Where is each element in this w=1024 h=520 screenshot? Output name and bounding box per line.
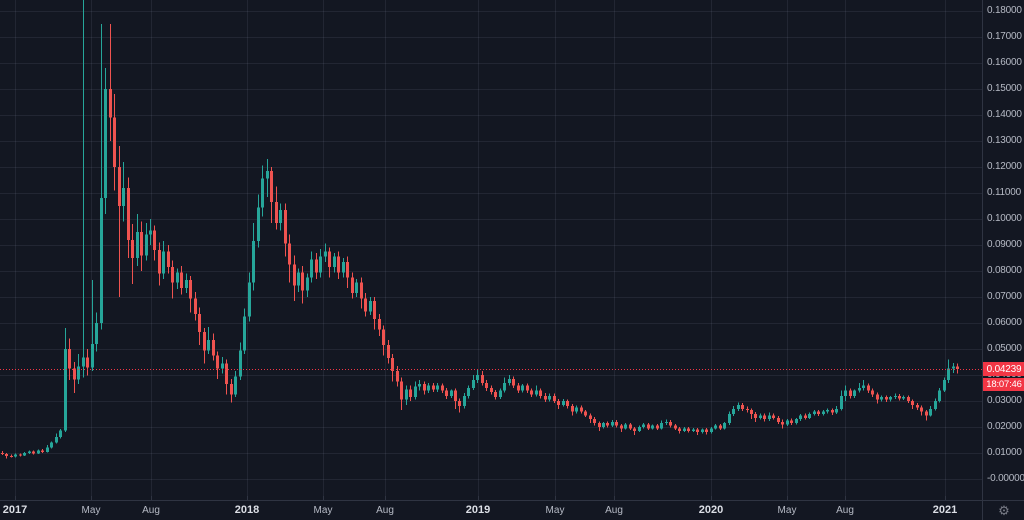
price-axis-label: 0.18000	[987, 5, 1022, 16]
time-axis-tick	[15, 496, 16, 501]
time-axis-label-aug: Aug	[605, 505, 623, 516]
price-axis-label: 0.03000	[987, 395, 1022, 406]
price-axis-label: 0.09000	[987, 239, 1022, 250]
chart-plot-area[interactable]	[0, 0, 982, 500]
price-axis-label: -0.00000	[987, 473, 1024, 484]
time-axis-label-2018: 2018	[234, 504, 260, 516]
price-axis-label: 0.02000	[987, 421, 1022, 432]
time-axis-tick	[323, 496, 324, 501]
candlestick-chart	[0, 0, 982, 500]
time-axis-label-aug: Aug	[836, 505, 854, 516]
time-axis-tick	[385, 496, 386, 501]
price-axis-label: 0.08000	[987, 265, 1022, 276]
time-axis-label-2017: 2017	[2, 504, 28, 516]
time-axis-label-may: May	[545, 505, 565, 516]
time-axis-label-may: May	[81, 505, 101, 516]
time-axis-tick	[945, 496, 946, 501]
time-axis-tick	[478, 496, 479, 501]
time-axis-tick	[555, 496, 556, 501]
price-axis-label: 0.05000	[987, 343, 1022, 354]
time-axis-tick	[91, 496, 92, 501]
countdown-badge: 18:07:46	[983, 378, 1024, 391]
time-axis-tick	[711, 496, 712, 501]
time-axis-label-may: May	[777, 505, 797, 516]
price-axis[interactable]: 0.04239 18:07:46 0.18000 0.17000 0.16000 0.…	[982, 0, 1024, 500]
time-axis-label-may: May	[313, 505, 333, 516]
price-axis-label: 0.11000	[987, 187, 1022, 198]
price-axis-label: 0.12000	[987, 161, 1022, 172]
axis-settings-corner: ⚙	[982, 500, 1024, 520]
time-axis-tick	[614, 496, 615, 501]
price-axis-label: 0.01000	[987, 447, 1022, 458]
last-price-badge: 0.04239	[983, 362, 1024, 376]
time-axis-label-aug: Aug	[376, 505, 394, 516]
settings-gear-icon[interactable]: ⚙	[998, 503, 1010, 518]
time-axis[interactable]: 2017 May Aug 2018 May Aug 2019 May Aug 2020 May Aug…	[0, 496, 982, 520]
time-axis-label-2020: 2020	[698, 504, 724, 516]
price-axis-label: 0.14000	[987, 109, 1022, 120]
price-axis-label: 0.06000	[987, 317, 1022, 328]
last-price-value: 0.04239	[986, 363, 1022, 375]
price-axis-label: 0.07000	[987, 291, 1022, 302]
countdown-value: 18:07:46	[986, 379, 1022, 390]
price-axis-label: 0.17000	[987, 31, 1022, 42]
time-axis-tick	[845, 496, 846, 501]
time-axis-label-2019: 2019	[465, 504, 491, 516]
price-axis-label: 0.10000	[987, 213, 1022, 224]
price-axis-label: 0.16000	[987, 57, 1022, 68]
time-axis-label-2021: 2021	[932, 504, 958, 516]
time-axis-tick	[151, 496, 152, 501]
price-axis-label: 0.15000	[987, 83, 1022, 94]
time-axis-tick	[787, 496, 788, 501]
time-axis-tick	[247, 496, 248, 501]
price-axis-label: 0.13000	[987, 135, 1022, 146]
time-axis-label-aug: Aug	[142, 505, 160, 516]
